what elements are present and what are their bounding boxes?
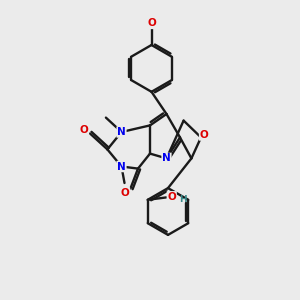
Text: O: O [200,130,208,140]
Text: N: N [162,153,171,164]
Text: N: N [117,127,126,137]
Text: N: N [117,161,126,172]
Text: O: O [80,125,88,135]
Text: H: H [179,195,187,204]
Text: O: O [147,18,156,28]
Text: O: O [121,188,130,198]
Text: O: O [167,192,176,202]
